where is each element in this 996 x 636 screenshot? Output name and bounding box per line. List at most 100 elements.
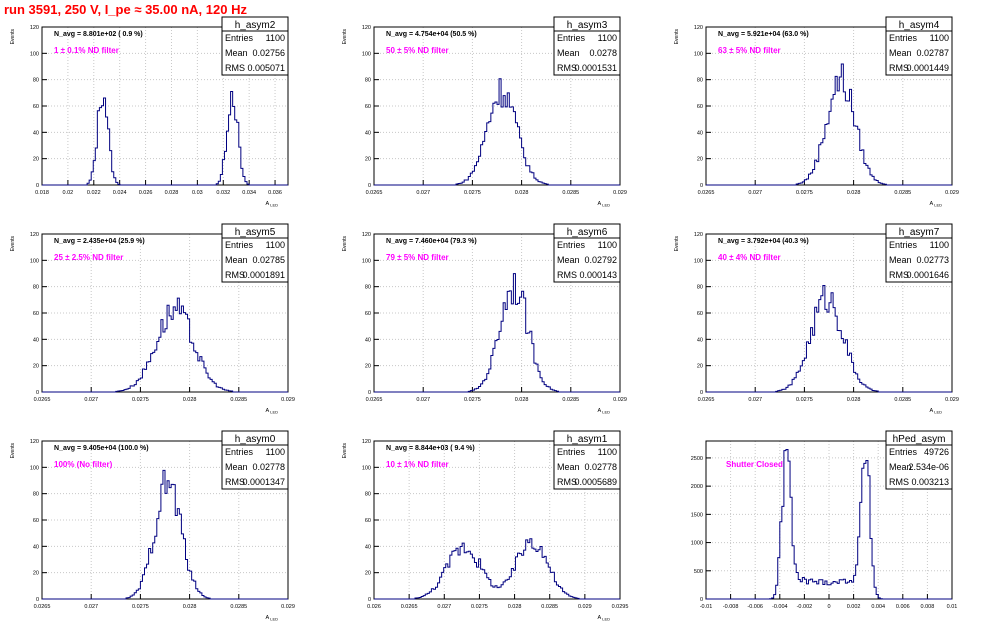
x-tick-label: 0 [827,604,830,610]
y-tick-label: 80 [697,78,703,84]
stats-entries-label: Entries [225,33,254,43]
stats-title: h_asym7 [899,227,940,238]
y-tick-label: 100 [30,258,39,264]
histogram-panel-h_asym6: 0.0265 0.027 0.0275 0.028 0.0285 0.029 0 20 40 60… [332,222,662,429]
navg-label: N_avg = 9.405e+04 (100.0 %) [54,445,149,452]
stats-mean-label: Mean [225,462,248,472]
histogram-svg: -0.01 -0.008 -0.006 -0.004 -0.002 0 0.002 0.004… [691,430,957,610]
y-tick-label: 120 [30,232,39,238]
y-tick-label: 60 [697,311,703,317]
x-axis-title: ALED [930,408,943,415]
y-axis-title: Events [674,29,680,45]
histogram-svg: 0.0265 0.027 0.0275 0.028 0.0285 0.029 0 20 40 60… [342,16,627,208]
y-tick-label: 100 [694,51,703,57]
y-tick-label: 20 [365,571,371,577]
x-tick-label: 0.026 [367,604,381,610]
x-tick-label: 0.027 [416,190,430,196]
x-tick-label: 0.028 [515,190,529,196]
navg-label: N_avg = 3.792e+04 (40.3 %) [718,238,809,245]
x-tick-label: 0.0295 [612,604,629,610]
x-tick-label: 0.028 [847,190,861,196]
x-tick-label: 0.029 [945,190,959,196]
stats-rms-label: RMS [557,477,577,487]
x-tick-label: 0.0275 [132,397,149,403]
x-tick-label: 0.029 [281,604,295,610]
y-tick-label: 40 [697,337,703,343]
x-tick-label: -0.01 [700,604,713,610]
x-tick-label: 0.0265 [698,190,715,196]
y-tick-label: 120 [362,439,371,445]
histogram-panel-h_asym0: 0.0265 0.027 0.0275 0.028 0.0285 0.029 0 20 40 60… [0,429,330,636]
y-tick-label: 20 [33,364,39,370]
stats-entries-value: 1100 [266,240,285,250]
y-tick-label: 100 [30,465,39,471]
histogram-line [374,538,620,600]
x-tick-label: 0.027 [748,397,762,403]
y-axis-title: Events [10,29,16,45]
y-tick-label: 0 [368,183,371,189]
y-axis-title: Events [674,236,680,252]
stats-title: h_asym1 [567,434,608,445]
y-tick-label: 500 [694,569,703,575]
histogram-line [706,449,952,600]
x-tick-label: 0.0265 [34,604,51,610]
y-tick-label: 100 [694,258,703,264]
y-tick-label: 120 [694,25,703,31]
x-tick-label: 0.0275 [796,397,813,403]
stats-rms-label: RMS [225,477,245,487]
stats-mean-value: 0.02778 [252,462,285,472]
y-tick-label: 60 [33,311,39,317]
y-tick-label: 80 [365,78,371,84]
x-tick-label: 0.0265 [34,397,51,403]
y-tick-label: 120 [362,25,371,31]
stats-mean-label: Mean [889,462,912,472]
y-tick-label: 40 [33,544,39,550]
x-tick-label: 0.024 [113,190,127,196]
stats-box [885,16,953,76]
stats-rms-label: RMS [889,63,909,73]
x-tick-label: 0.028 [847,397,861,403]
x-tick-label: -0.008 [723,604,739,610]
y-tick-label: 80 [33,78,39,84]
x-tick-label: -0.004 [772,604,788,610]
stats-box [221,223,289,283]
y-tick-label: 20 [365,157,371,163]
stats-mean-value: 0.02756 [252,48,285,58]
stats-entries-label: Entries [225,240,254,250]
y-tick-label: 80 [365,492,371,498]
x-axis-title: ALED [266,408,279,415]
y-tick-label: 0 [368,390,371,396]
y-tick-label: 120 [30,25,39,31]
y-tick-label: 0 [368,597,371,603]
y-axis-title: Events [10,236,16,252]
stats-rms-label: RMS [889,477,909,487]
stats-mean-value: 0.02787 [916,48,949,58]
y-tick-label: 60 [365,311,371,317]
x-tick-label: 0.0285 [894,190,911,196]
x-tick-label: 0.027 [748,190,762,196]
stats-box [553,223,621,283]
filter-label: 79 ± 5% ND filter [386,253,449,262]
histogram-line [42,469,288,600]
y-tick-label: 120 [362,232,371,238]
x-tick-label: 0.0285 [230,397,247,403]
stats-entries-value: 1100 [930,33,949,43]
stats-entries-value: 1100 [266,447,285,457]
stats-entries-label: Entries [557,240,586,250]
histogram-svg: 0.0265 0.027 0.0275 0.028 0.0285 0.029 0 20 40 60… [10,430,295,622]
x-axis-title: ALED [598,615,611,622]
x-tick-label: 0.028 [165,190,179,196]
x-tick-label: 0.0265 [366,397,383,403]
histogram-panel-h_asym7: 0.0265 0.027 0.0275 0.028 0.0285 0.029 0 20 40 60… [664,222,994,429]
stats-mean-label: Mean [557,462,580,472]
x-tick-label: 0.029 [613,397,627,403]
stats-rms-label: RMS [557,270,577,280]
stats-rms-label: RMS [557,63,577,73]
y-tick-label: 0 [36,390,39,396]
stats-mean-label: Mean [557,48,580,58]
x-tick-label: 0.002 [847,604,861,610]
stats-entries-label: Entries [889,240,918,250]
y-tick-label: 2000 [691,484,703,490]
y-tick-label: 0 [36,597,39,603]
navg-label: N_avg = 7.460e+04 (79.3 %) [386,238,477,245]
